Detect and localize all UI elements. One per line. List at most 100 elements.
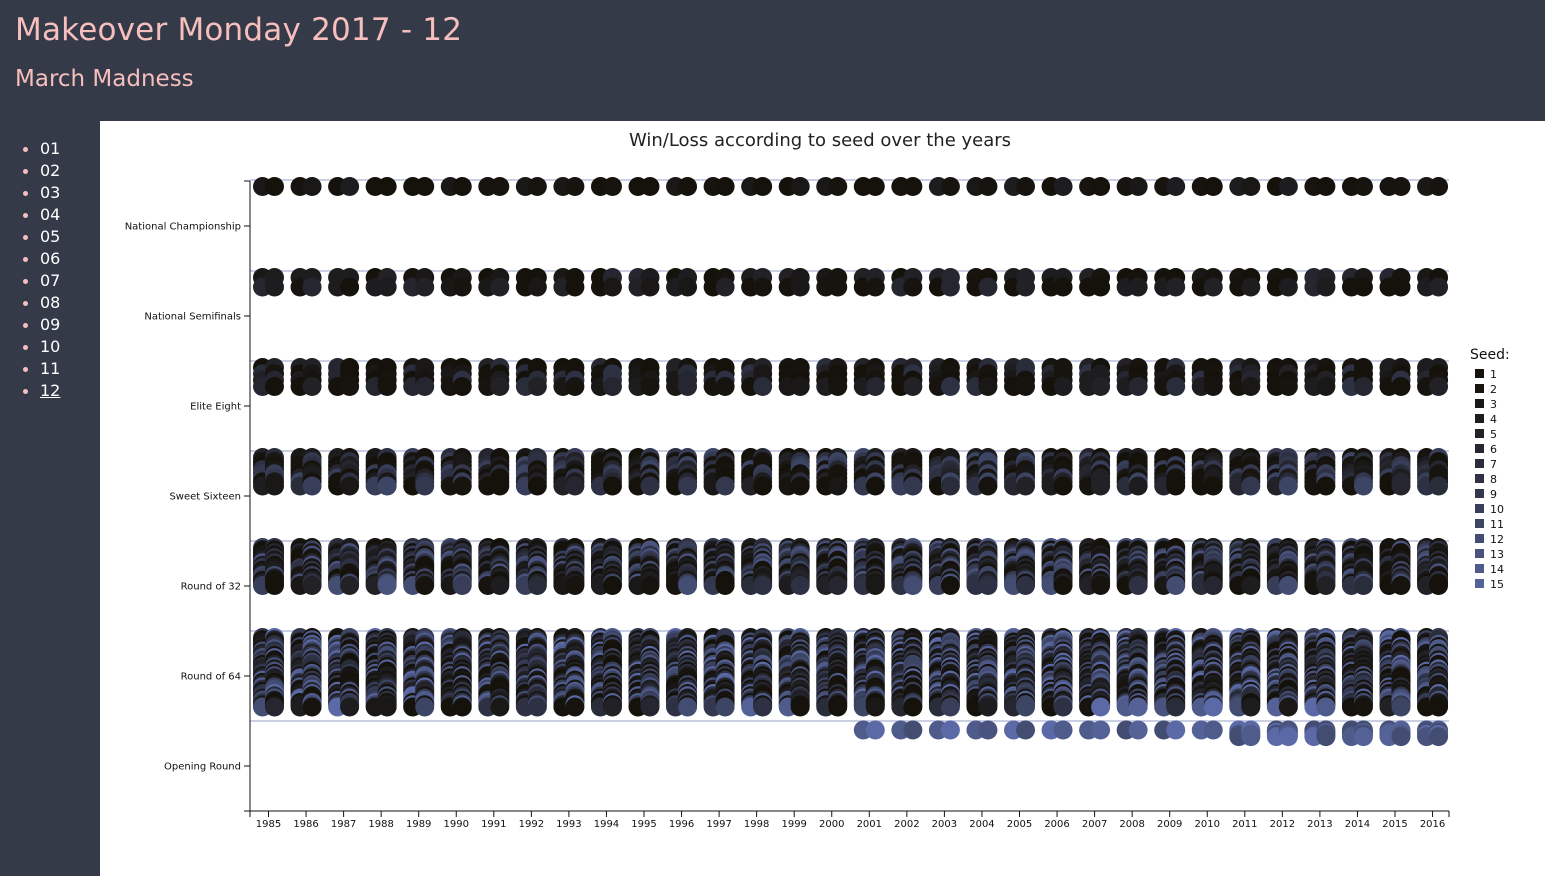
x-tick-label: 2006 bbox=[1044, 819, 1069, 830]
legend-swatch bbox=[1475, 504, 1484, 513]
legend-label: 9 bbox=[1490, 488, 1497, 501]
team-dot bbox=[865, 277, 885, 297]
legend-label: 10 bbox=[1490, 503, 1504, 516]
team-dot bbox=[377, 277, 397, 297]
team-dot bbox=[415, 697, 435, 717]
team-dot bbox=[377, 177, 397, 196]
nav-link-07[interactable]: 07 bbox=[40, 271, 61, 290]
team-dot bbox=[1429, 277, 1449, 297]
team-dot bbox=[790, 576, 810, 595]
team-dot bbox=[452, 177, 472, 196]
team-dot bbox=[1203, 277, 1223, 297]
team-dot bbox=[452, 476, 472, 496]
page-subtitle: March Madness bbox=[15, 66, 194, 92]
team-dot bbox=[1053, 576, 1073, 595]
team-dot bbox=[1016, 377, 1035, 396]
team-dot bbox=[1128, 720, 1148, 740]
team-dot bbox=[828, 177, 848, 196]
team-dot bbox=[1241, 277, 1261, 297]
team-dot bbox=[1053, 720, 1073, 740]
legend-swatch bbox=[1475, 489, 1484, 498]
team-dot bbox=[1203, 720, 1223, 740]
legend-label: 8 bbox=[1490, 473, 1497, 486]
x-tick-label: 2002 bbox=[894, 819, 919, 830]
nav-link-01[interactable]: 01 bbox=[40, 139, 61, 158]
team-dot bbox=[1278, 576, 1298, 595]
nav-link-08[interactable]: 08 bbox=[40, 293, 61, 312]
nav-link-06[interactable]: 06 bbox=[40, 249, 61, 268]
team-dot bbox=[828, 476, 848, 496]
x-tick-label: 2012 bbox=[1270, 819, 1295, 830]
y-tick-label: Round of 64 bbox=[181, 672, 241, 683]
team-dot bbox=[1353, 377, 1373, 396]
nav-link-02[interactable]: 02 bbox=[40, 161, 61, 180]
team-dot bbox=[1128, 177, 1148, 196]
team-dot bbox=[1391, 476, 1411, 496]
team-dot bbox=[1241, 476, 1261, 496]
team-dot bbox=[940, 697, 960, 717]
x-tick-label: 2016 bbox=[1420, 819, 1445, 830]
x-tick-label: 2003 bbox=[932, 819, 957, 830]
nav-link-09[interactable]: 09 bbox=[40, 315, 61, 334]
team-dot bbox=[565, 476, 585, 496]
legend-label: 1 bbox=[1490, 368, 1497, 381]
team-dot bbox=[1203, 476, 1223, 496]
team-dot bbox=[565, 277, 585, 297]
team-dot bbox=[903, 720, 923, 740]
team-dot bbox=[940, 720, 960, 740]
team-dot bbox=[1391, 576, 1411, 595]
nav-item-02: 02 bbox=[22, 160, 60, 182]
team-dot bbox=[527, 476, 547, 496]
x-tick-label: 2008 bbox=[1119, 819, 1144, 830]
team-dot bbox=[828, 697, 848, 717]
x-tick-label: 1985 bbox=[256, 819, 281, 830]
legend-swatch bbox=[1475, 429, 1484, 438]
nav-link-10[interactable]: 10 bbox=[40, 337, 61, 356]
x-tick-label: 2009 bbox=[1157, 819, 1182, 830]
team-dot bbox=[903, 476, 923, 496]
nav-item-01: 01 bbox=[22, 138, 60, 160]
nav-link-05[interactable]: 05 bbox=[40, 227, 61, 246]
nav-item-03: 03 bbox=[22, 182, 60, 204]
team-dot bbox=[265, 576, 284, 595]
team-dot bbox=[715, 177, 735, 196]
y-tick-label: Opening Round bbox=[164, 762, 241, 773]
team-dot bbox=[340, 177, 360, 196]
team-dot bbox=[903, 576, 923, 595]
nav-link-03[interactable]: 03 bbox=[40, 183, 61, 202]
team-dot bbox=[1016, 720, 1035, 740]
team-dot bbox=[715, 576, 735, 595]
team-dot bbox=[1241, 576, 1261, 595]
nav-link-12[interactable]: 12 bbox=[40, 381, 61, 400]
legend-swatch bbox=[1475, 519, 1484, 528]
team-dot bbox=[1203, 377, 1223, 396]
team-dot bbox=[753, 177, 773, 196]
team-dot bbox=[452, 377, 472, 396]
team-dot bbox=[1316, 727, 1336, 747]
team-dot bbox=[1166, 476, 1186, 496]
legend-swatch bbox=[1475, 414, 1484, 423]
team-dot bbox=[753, 576, 773, 595]
team-dot bbox=[1241, 697, 1261, 717]
team-dot bbox=[940, 177, 960, 196]
team-dot bbox=[865, 177, 885, 196]
team-dot bbox=[415, 377, 435, 396]
team-dot bbox=[1091, 476, 1111, 496]
team-dot bbox=[640, 277, 660, 297]
team-dot bbox=[415, 476, 435, 496]
team-dot bbox=[978, 277, 998, 297]
team-dot bbox=[565, 697, 585, 717]
team-dot bbox=[1166, 697, 1186, 717]
x-tick-label: 1993 bbox=[556, 819, 581, 830]
team-dot bbox=[1091, 177, 1111, 196]
team-dot bbox=[302, 697, 322, 717]
team-dot bbox=[377, 697, 397, 717]
nav-link-04[interactable]: 04 bbox=[40, 205, 61, 224]
team-dot bbox=[1316, 177, 1336, 196]
team-dot bbox=[1128, 377, 1148, 396]
team-dot bbox=[940, 576, 960, 595]
nav-link-11[interactable]: 11 bbox=[40, 359, 61, 378]
team-dot bbox=[1091, 720, 1111, 740]
x-tick-label: 1986 bbox=[293, 819, 318, 830]
team-dot bbox=[340, 576, 360, 595]
